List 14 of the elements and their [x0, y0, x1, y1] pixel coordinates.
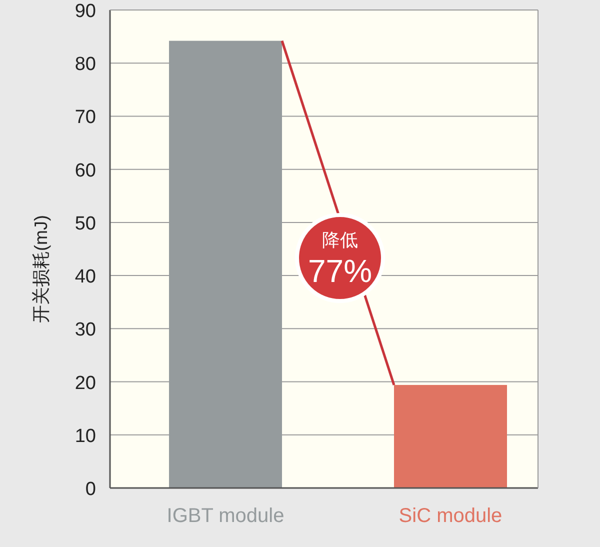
y-tick-label: 20: [74, 372, 96, 394]
y-axis-title: 开关损耗(mJ): [31, 215, 51, 323]
annotation: 降低 77%: [308, 230, 372, 289]
y-tick-label: 0: [85, 479, 96, 500]
y-tick-label: 60: [74, 160, 96, 182]
y-tick-label: 50: [74, 213, 96, 234]
y-tick-label: 70: [74, 107, 96, 128]
y-tick-label: 10: [74, 426, 96, 447]
y-tick-label: 80: [74, 54, 96, 76]
x-tick-label: SiC module: [398, 505, 502, 527]
y-tick-label: 30: [74, 320, 96, 341]
y-tick-label: 90: [74, 1, 96, 22]
y-tick-label: 40: [74, 266, 96, 288]
x-tick-label: IGBT module: [166, 505, 284, 527]
